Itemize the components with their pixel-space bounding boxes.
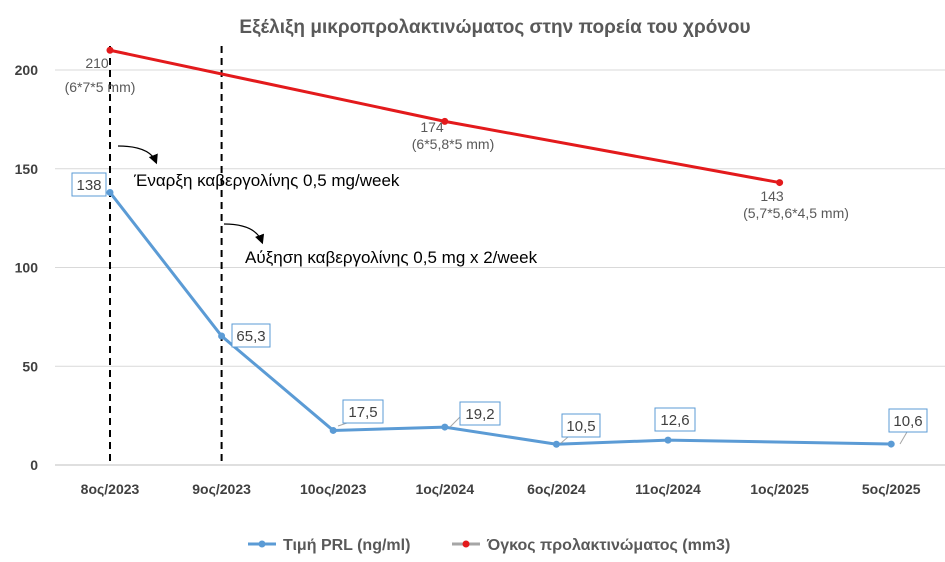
x-tick-label: 11ος/2024 xyxy=(635,481,701,497)
x-tick-label: 9ος/2023 xyxy=(192,481,251,497)
data-label-leader xyxy=(560,436,569,444)
data-label-prl: 19,2 xyxy=(465,406,494,423)
data-label-volume: 143 xyxy=(760,188,784,204)
data-label-volume: 210 xyxy=(85,55,109,71)
point-volume xyxy=(441,117,449,125)
data-label-prl: 12,6 xyxy=(660,412,689,429)
data-label-box xyxy=(231,323,271,348)
data-label-leader xyxy=(899,431,908,445)
point-prl xyxy=(106,188,114,196)
data-label-box xyxy=(654,407,696,432)
series-line-prl xyxy=(108,191,892,446)
legend-label-volume: Όγκος προλακτινώματος (mm3) xyxy=(486,537,730,554)
series: 210 (6*7*5 mm) 174(6*5,8*5 mm) 143(5,7*5,6*… xyxy=(65,46,928,448)
x-tick-label: 6ος/2024 xyxy=(527,481,586,497)
legend-marker-volume xyxy=(462,540,470,548)
legend-marker-prl xyxy=(258,540,266,548)
x-axis: 8ος/2023 9ος/2023 10ος/2023 1ος/2024 6ος/202… xyxy=(81,481,921,497)
annotation-arrow xyxy=(117,145,158,165)
x-tick-label: 1ος/2025 xyxy=(750,481,809,497)
legend: Τιμή PRL (ng/ml) Όγκος προλακτινώματος (m… xyxy=(248,537,730,554)
point-prl xyxy=(887,440,895,448)
annotation-text: Έναρξη καβεργολίνης 0,5 mg/week xyxy=(133,171,400,190)
data-label-box xyxy=(459,401,501,426)
point-prl xyxy=(218,332,226,340)
annotation-text: Αύξηση καβεργολίνης 0,5 mg x 2/week xyxy=(245,248,538,267)
point-prl xyxy=(552,440,560,448)
event-markers xyxy=(109,46,223,465)
x-tick-label: 8ος/2023 xyxy=(81,481,140,497)
y-tick-label: 0 xyxy=(30,457,38,473)
point-volume xyxy=(776,179,784,187)
data-sublabel-volume: (6*7*5 mm) xyxy=(65,79,136,95)
x-tick-label: 10ος/2023 xyxy=(300,481,367,497)
point-prl xyxy=(441,423,449,431)
y-tick-label: 50 xyxy=(22,358,38,374)
data-label-box xyxy=(71,172,107,197)
annotations: Έναρξη καβεργολίνης 0,5 mg/week Αύξηση κα… xyxy=(117,145,538,267)
annotation-arrow xyxy=(223,223,265,245)
y-tick-label: 150 xyxy=(15,161,39,177)
data-label-prl: 10,5 xyxy=(566,418,595,435)
data-sublabel-volume: (5,7*5,6*4,5 mm) xyxy=(743,205,849,221)
data-label-box xyxy=(561,413,601,438)
point-volume xyxy=(106,46,114,54)
y-tick-label: 200 xyxy=(15,62,39,78)
y-axis: 0 50 100 150 200 xyxy=(15,62,39,473)
data-label-box xyxy=(342,399,384,424)
y-tick-label: 100 xyxy=(15,260,39,276)
data-sublabel-volume: (6*5,8*5 mm) xyxy=(412,136,494,152)
data-label-volume: 174 xyxy=(420,119,444,135)
data-label-box xyxy=(888,408,928,433)
chart-title: Εξέλιξη μικροπρολακτινώματος στην πορεία… xyxy=(239,17,750,38)
point-prl xyxy=(664,436,672,444)
x-tick-label: 1ος/2024 xyxy=(415,481,474,497)
data-label-prl: 138 xyxy=(76,177,101,194)
data-label-prl: 17,5 xyxy=(348,404,377,421)
data-label-prl: 10,6 xyxy=(893,413,922,430)
data-label-prl: 65,3 xyxy=(236,328,265,345)
legend-label-prl: Τιμή PRL (ng/ml) xyxy=(283,537,410,554)
point-prl xyxy=(329,426,337,434)
x-tick-label: 5ος/2025 xyxy=(862,481,921,497)
